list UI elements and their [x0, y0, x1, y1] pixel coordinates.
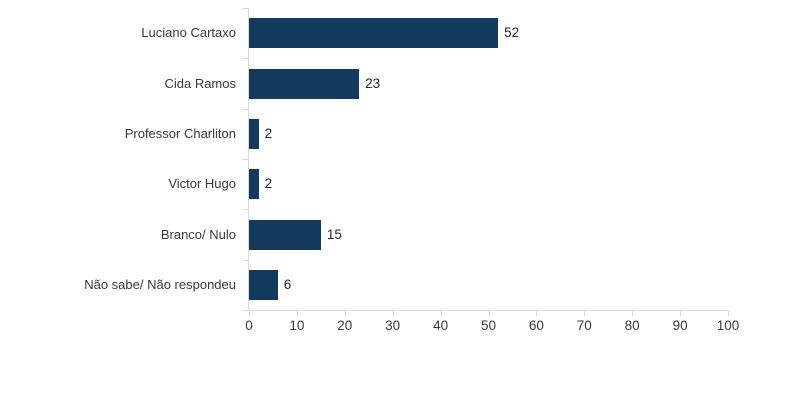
x-axis-tick-label: 30 — [385, 318, 401, 333]
category-label: Cida Ramos — [164, 75, 236, 91]
y-axis-tick — [243, 159, 248, 160]
x-axis-tick — [344, 311, 346, 316]
x-axis-tick-label: 10 — [289, 318, 305, 333]
y-axis-line — [248, 8, 249, 310]
x-axis-tick — [249, 311, 250, 316]
x-axis-tick — [488, 311, 490, 316]
y-axis-tick — [243, 259, 248, 261]
x-axis-tick-label: 40 — [433, 318, 449, 333]
category-label: Victor Hugo — [168, 176, 236, 192]
x-axis-tick-label: 100 — [716, 318, 740, 333]
bar — [249, 219, 321, 250]
bar — [249, 169, 259, 200]
x-axis-tick — [728, 311, 729, 316]
bar — [249, 269, 278, 300]
value-label: 52 — [504, 25, 520, 41]
y-axis-tick — [243, 209, 248, 211]
x-axis-tick-label: 80 — [624, 318, 640, 333]
x-axis-tick — [296, 311, 298, 316]
category-label: Não sabe/ Não respondeu — [84, 276, 236, 292]
value-label: 23 — [365, 75, 381, 91]
bar — [249, 18, 499, 49]
x-axis-tick — [584, 311, 586, 316]
x-axis-tick-label: 50 — [480, 318, 497, 333]
x-axis-line — [248, 310, 728, 311]
value-label: 15 — [326, 226, 342, 242]
value-label: 2 — [264, 125, 273, 141]
x-axis-tick-label: 70 — [576, 318, 592, 333]
y-axis-tick — [243, 310, 248, 311]
category-label: Branco/ Nulo — [160, 226, 236, 242]
x-axis-tick — [680, 311, 682, 316]
x-axis-tick-label: 20 — [337, 318, 353, 333]
x-axis-tick — [440, 311, 442, 316]
x-axis-tick — [632, 311, 634, 316]
y-axis-tick — [243, 108, 248, 110]
x-axis-tick-label: 0 — [245, 318, 253, 333]
x-axis-tick — [392, 311, 394, 316]
x-axis-tick-label: 90 — [672, 318, 688, 333]
bar — [249, 118, 259, 149]
category-label: Professor Charliton — [124, 125, 236, 141]
value-label: 2 — [264, 176, 273, 192]
y-axis-tick — [243, 8, 248, 9]
bar — [249, 68, 360, 99]
x-axis-tick-label: 60 — [528, 318, 544, 333]
value-label: 6 — [283, 276, 292, 292]
category-label: Luciano Cartaxo — [141, 25, 236, 41]
x-axis-tick — [536, 311, 538, 316]
y-axis-tick — [243, 58, 248, 60]
